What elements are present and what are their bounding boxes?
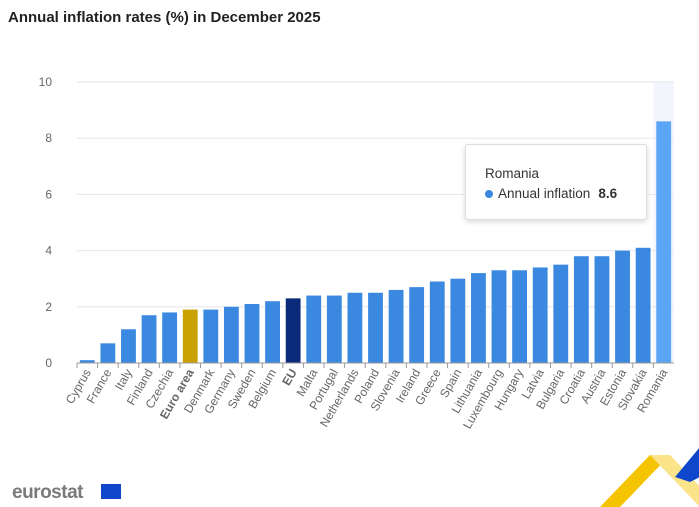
bar-finland[interactable] bbox=[141, 315, 157, 363]
y-tick-label: 6 bbox=[45, 187, 52, 201]
bar-latvia[interactable] bbox=[532, 267, 548, 363]
bar-romania[interactable] bbox=[656, 121, 672, 363]
bar-lithuania[interactable] bbox=[471, 273, 486, 363]
tooltip-country: Romania bbox=[485, 166, 540, 181]
y-tick-label: 10 bbox=[39, 75, 53, 89]
bar-eu[interactable] bbox=[285, 298, 301, 363]
bar-france[interactable] bbox=[100, 343, 116, 363]
chart-title: Annual inflation rates (%) in December 2… bbox=[8, 9, 321, 26]
bar-hungary[interactable] bbox=[512, 270, 528, 363]
bar-bulgaria[interactable] bbox=[553, 264, 569, 363]
y-tick-label: 2 bbox=[45, 300, 52, 314]
corner-decoration bbox=[600, 448, 699, 507]
bar-greece[interactable] bbox=[429, 281, 445, 363]
bar-czechia[interactable] bbox=[162, 312, 178, 363]
bar-estonia[interactable] bbox=[615, 250, 630, 363]
bar-cyprus[interactable] bbox=[79, 360, 95, 363]
bar-germany[interactable] bbox=[223, 306, 239, 363]
eu-flag-icon bbox=[101, 484, 121, 499]
bar-malta[interactable] bbox=[306, 295, 322, 363]
bar-portugal[interactable] bbox=[326, 295, 342, 363]
y-tick-label: 0 bbox=[45, 356, 52, 370]
series-dot-icon bbox=[485, 190, 493, 198]
tooltip: Romania Annual inflation 8.6 bbox=[465, 144, 647, 220]
bar-netherlands[interactable] bbox=[347, 292, 363, 363]
bar-poland[interactable] bbox=[368, 292, 383, 363]
bar-slovenia[interactable] bbox=[388, 289, 404, 363]
bar-italy[interactable] bbox=[121, 329, 136, 363]
bar-ireland[interactable] bbox=[409, 287, 425, 363]
bar-euro-area[interactable] bbox=[182, 309, 198, 363]
bar-belgium[interactable] bbox=[265, 301, 280, 363]
eurostat-logo: eurostat bbox=[12, 482, 83, 503]
bar-slovakia[interactable] bbox=[635, 247, 651, 363]
bar-sweden[interactable] bbox=[244, 303, 260, 363]
bar-luxembourg[interactable] bbox=[491, 270, 507, 363]
tooltip-row: Annual inflation 8.6 bbox=[485, 186, 617, 201]
bar-denmark[interactable] bbox=[203, 309, 219, 363]
y-tick-label: 4 bbox=[45, 244, 52, 258]
y-tick-label: 8 bbox=[45, 131, 52, 145]
bar-austria[interactable] bbox=[594, 256, 610, 363]
bar-spain[interactable] bbox=[450, 278, 466, 363]
bar-croatia[interactable] bbox=[573, 256, 589, 363]
tooltip-value: 8.6 bbox=[598, 186, 618, 201]
tooltip-series: Annual inflation bbox=[498, 186, 591, 201]
